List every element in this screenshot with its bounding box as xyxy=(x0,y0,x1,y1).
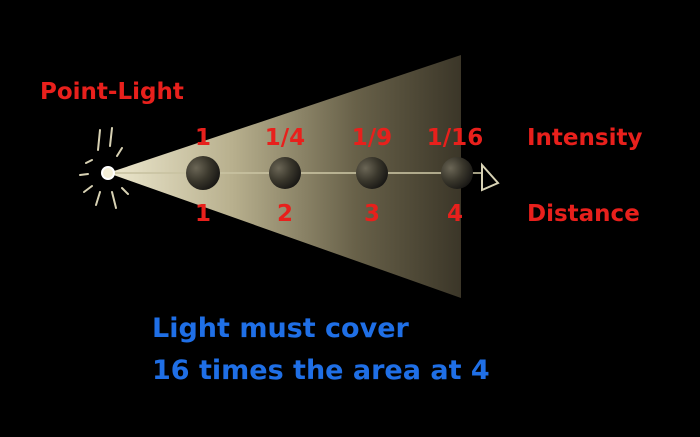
distance-value-3: 3 xyxy=(363,201,380,227)
intensity-value-1: 1 xyxy=(194,125,211,151)
sphere-distance-4 xyxy=(441,157,473,189)
distance-value-4: 4 xyxy=(446,201,463,227)
caption-line-2: 16 times the area at 4 xyxy=(152,355,490,386)
distance-value-1: 1 xyxy=(194,201,211,227)
intensity-value-2: 1/4 xyxy=(264,125,306,151)
sphere-distance-1 xyxy=(186,156,220,190)
distance-value-2: 2 xyxy=(276,201,293,227)
sphere-distance-2 xyxy=(269,157,301,189)
point-light-icon xyxy=(79,127,129,209)
point-light-label: Point-Light xyxy=(40,79,184,105)
caption-line-1: Light must cover xyxy=(152,313,409,344)
intensity-value-4: 1/16 xyxy=(426,125,484,151)
distance-label: Distance xyxy=(527,201,640,227)
intensity-value-3: 1/9 xyxy=(351,125,393,151)
intensity-label: Intensity xyxy=(527,125,643,151)
sphere-distance-3 xyxy=(356,157,388,189)
ray-arrowhead xyxy=(481,162,500,192)
